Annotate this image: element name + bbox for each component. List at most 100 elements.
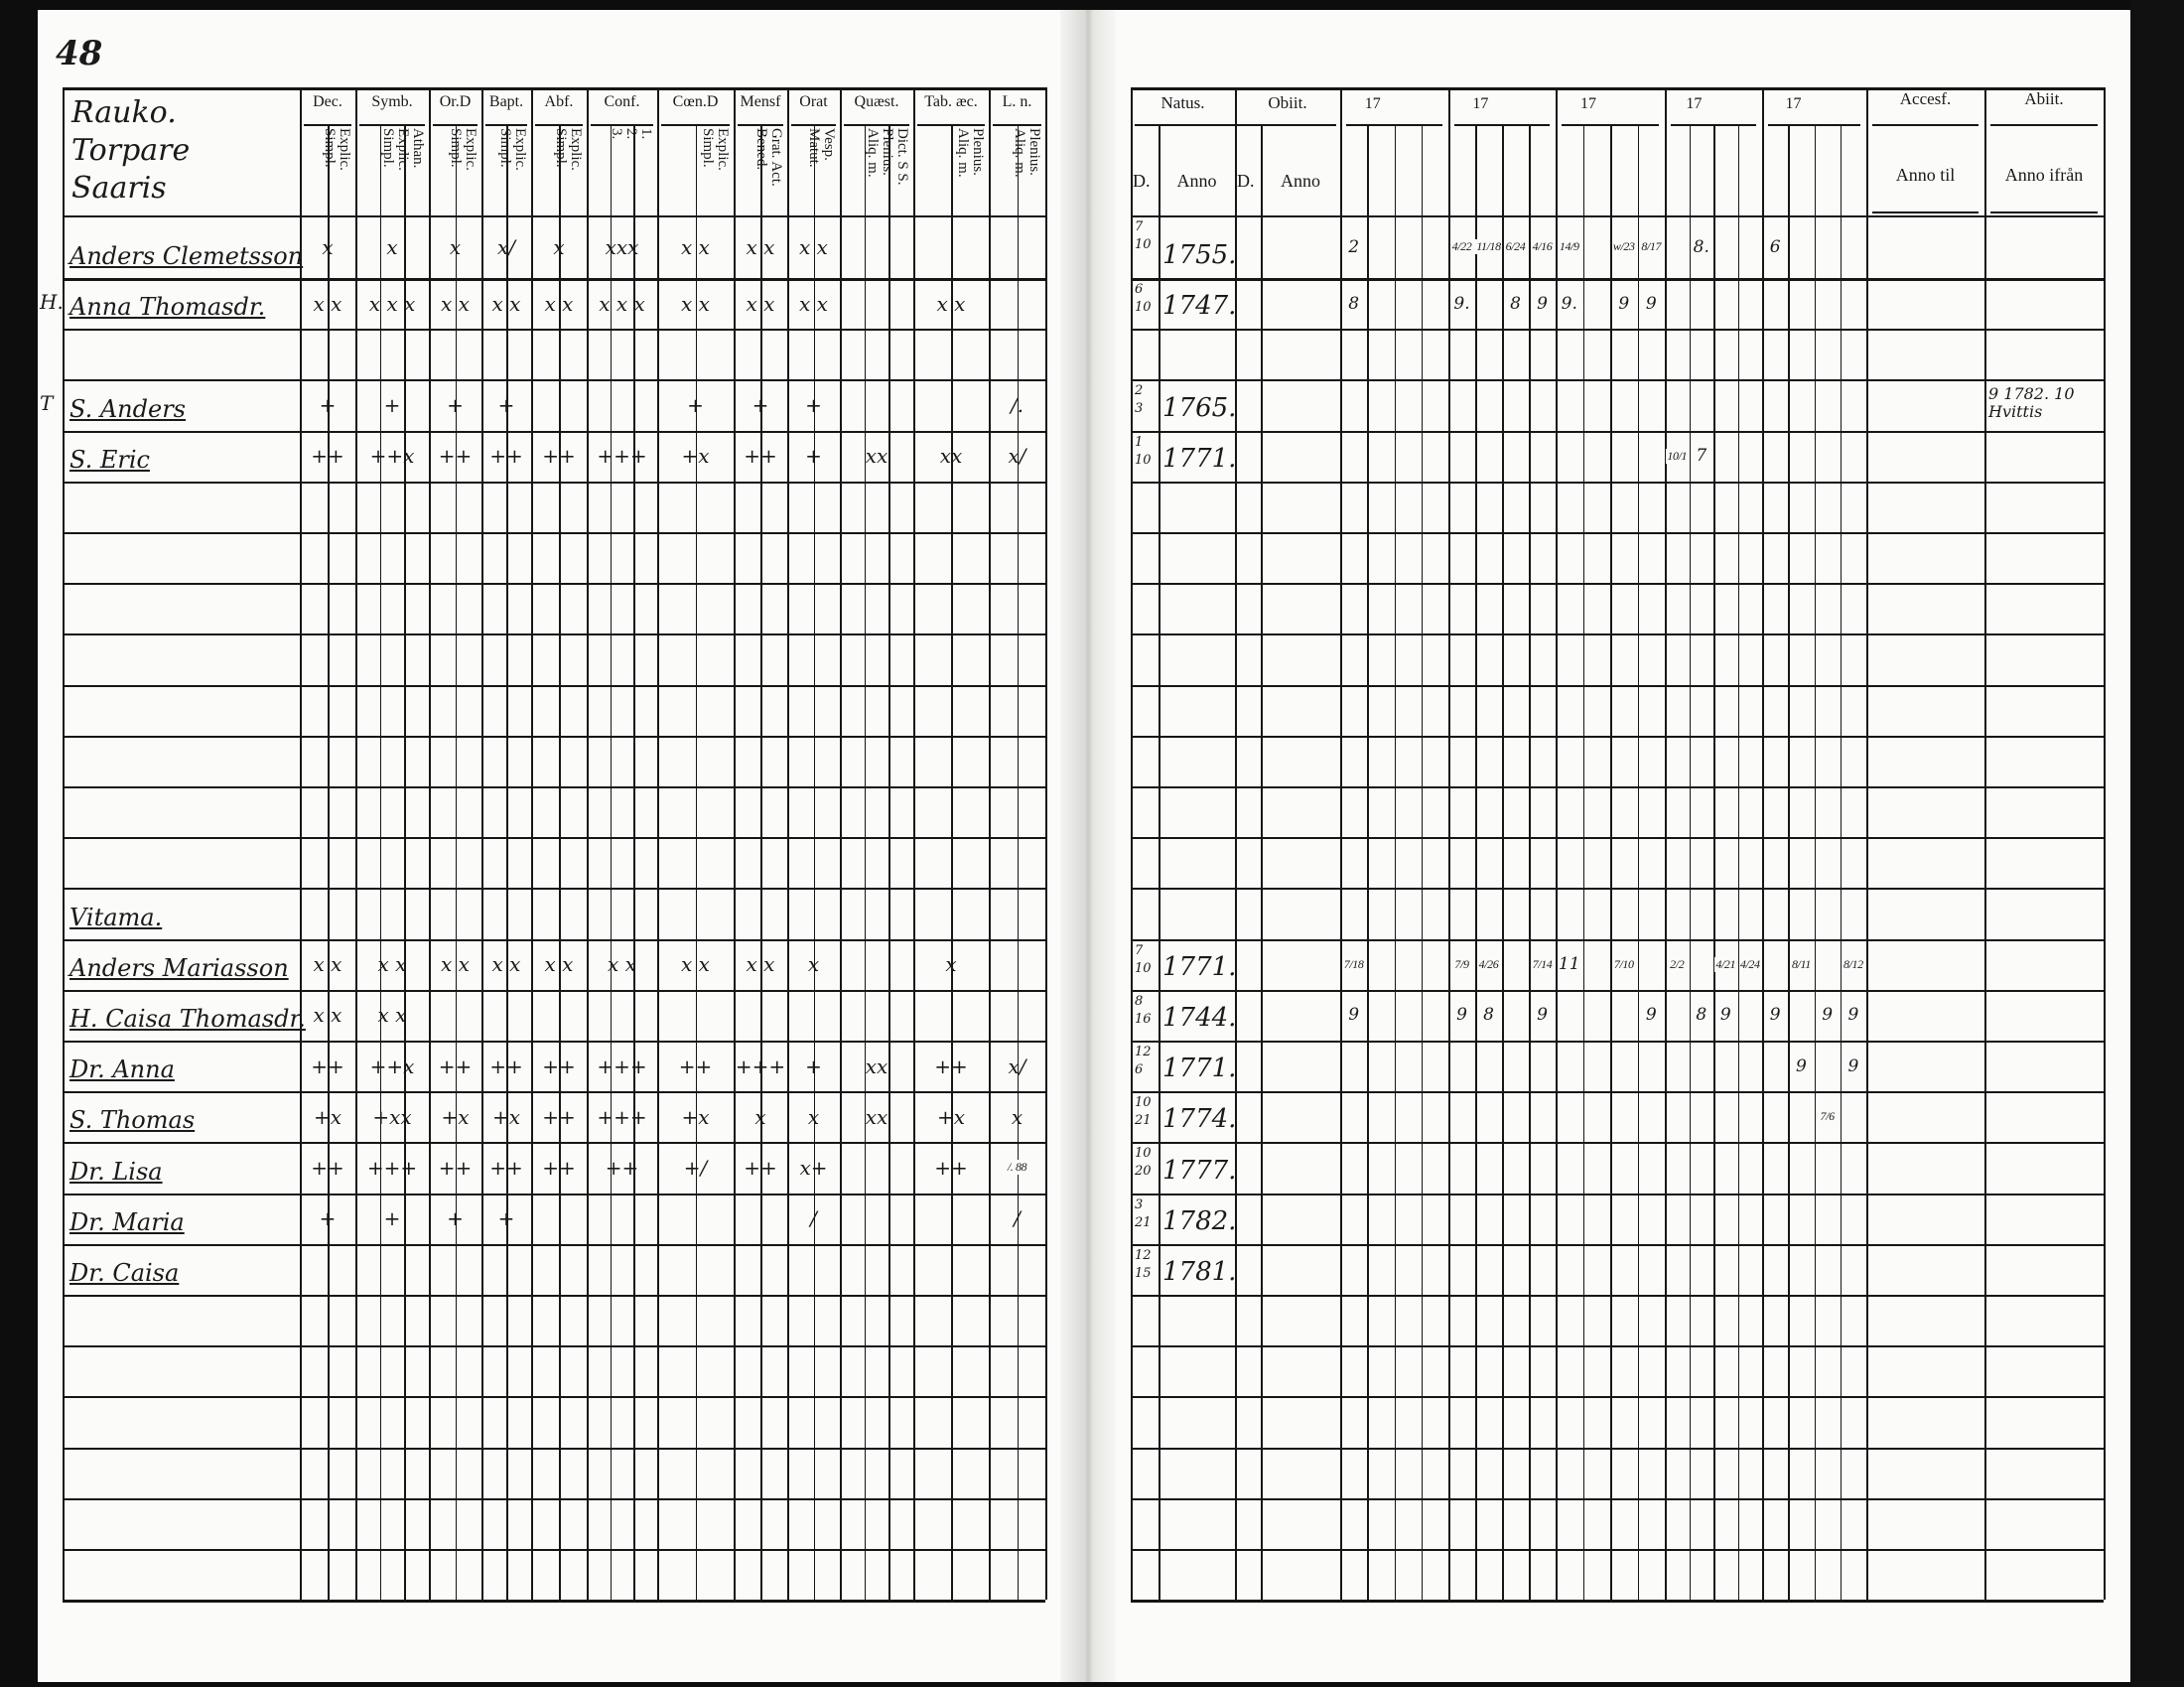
abiit-header: Abiit.	[2024, 89, 2064, 108]
exam-date: 7/18	[1340, 939, 1367, 990]
rule-line	[844, 124, 909, 126]
rule-line	[63, 938, 1045, 941]
column-line	[913, 87, 915, 1601]
exam-mark: ++	[734, 1142, 787, 1193]
exam-date: 9	[1529, 278, 1556, 329]
column-line	[429, 87, 431, 1601]
exam-date: 9	[1841, 990, 1866, 1041]
exam-date-text: 8	[1348, 293, 1360, 314]
exam-mark-text: x/	[1008, 444, 1026, 469]
exam-mark: xx	[840, 431, 913, 482]
exam-mark-text: x x	[441, 952, 470, 977]
person-name: S. Thomas	[69, 1106, 196, 1135]
column-subheader-line: Simpl.	[700, 128, 716, 168]
exam-mark: x x	[300, 278, 355, 329]
exam-date-text: 4/16	[1531, 239, 1554, 254]
exam-mark-text: x x	[491, 952, 521, 977]
exam-mark-text: x	[386, 234, 398, 259]
exam-date: 9	[1762, 990, 1788, 1041]
exam-mark: ++	[429, 431, 481, 482]
rule-line	[1131, 633, 2104, 636]
person-name: H. Caisa Thomasdr.	[69, 1005, 306, 1033]
exam-mark: x+	[787, 1142, 840, 1193]
exam-mark: ++x	[355, 431, 429, 482]
exam-mark: x x	[657, 215, 734, 278]
rule-line	[1131, 837, 2104, 840]
column-subheader-line: Simpl.	[448, 128, 464, 168]
exam-date: 4/24	[1738, 939, 1763, 990]
exam-mark-text: x	[1011, 1104, 1024, 1129]
rule-line	[1131, 87, 2104, 90]
page-title-line: Rauko.	[71, 95, 177, 130]
exam-mark-text: x	[807, 952, 820, 977]
exam-mark-text: +	[687, 392, 704, 417]
person-name: S. Anders	[69, 394, 186, 423]
book-gutter	[1060, 10, 1116, 1682]
rule-line	[63, 278, 1045, 281]
exam-mark-text: +x	[313, 1104, 342, 1129]
exam-date: 4/26	[1475, 939, 1502, 990]
exam-date: 4/16	[1529, 215, 1556, 278]
column-line	[355, 87, 357, 1601]
column-line	[1582, 124, 1584, 1601]
exam-date: 9	[1529, 990, 1556, 1041]
column-line	[1367, 124, 1369, 1601]
exam-mark: x	[531, 215, 587, 278]
exam-date: 4/22	[1448, 215, 1475, 278]
exam-mark: x x	[531, 939, 587, 990]
birth-year: 1755.	[1162, 240, 1237, 270]
exam-date-text: 6	[1769, 236, 1781, 257]
exam-mark: /	[787, 1194, 840, 1244]
exam-mark-text: +	[805, 392, 822, 417]
exam-mark-text: x	[807, 1104, 820, 1129]
column-line	[1984, 87, 1986, 1601]
rule-line	[1135, 124, 1336, 126]
exam-mark: +x	[657, 1091, 734, 1142]
exam-mark-text: x/	[1008, 1054, 1026, 1078]
column-line	[1689, 124, 1691, 1601]
birth-month: 20	[1135, 1164, 1152, 1180]
exam-mark: x	[300, 215, 355, 278]
birth-month: 10	[1135, 237, 1152, 252]
exam-mark: ++	[531, 1142, 587, 1193]
exam-mark-text: +x	[681, 444, 710, 469]
exam-mark-text: +	[805, 444, 822, 469]
column-group-header: Orat	[799, 93, 828, 110]
exam-mark: x x	[734, 215, 787, 278]
exam-mark-text: ++	[438, 1054, 473, 1078]
exam-mark-text: ++	[605, 1155, 639, 1180]
exam-mark: +	[787, 431, 840, 482]
exam-date-text: 8	[1483, 1005, 1494, 1026]
rule-line	[1131, 938, 2104, 941]
exam-date: 9	[1638, 278, 1666, 329]
exam-date: 9.	[1556, 278, 1583, 329]
exam-mark-text: x x	[377, 952, 407, 977]
column-line	[404, 124, 406, 1601]
column-line	[1737, 124, 1739, 1601]
exam-mark-text: +	[447, 392, 464, 417]
rule-line	[63, 1295, 1045, 1297]
exam-mark-text: +x	[491, 1104, 521, 1129]
exam-mark-text: +	[805, 1054, 822, 1078]
exam-date-text: 7/9	[1453, 956, 1470, 972]
rule-line	[63, 989, 1045, 992]
exam-mark: +x	[481, 1091, 531, 1142]
column-subheader-line: Simpl.	[322, 128, 338, 168]
exam-mark: x x	[429, 278, 481, 329]
column-subheader: Explic. Simpl.	[304, 128, 352, 213]
column-group-header: Conf.	[604, 93, 640, 110]
exam-date: 2	[1340, 215, 1367, 278]
exam-mark-text: +	[751, 392, 769, 417]
exam-mark: ++	[913, 1142, 989, 1193]
rule-line	[1131, 1549, 2104, 1551]
birth-year: 1777.	[1162, 1155, 1237, 1186]
exam-mark-text: x	[553, 234, 565, 259]
exam-mark-text: x x	[313, 1003, 342, 1028]
moved-out-entry: 9 1782. 10 Hvittis	[1988, 384, 2075, 422]
column-line	[1340, 87, 1342, 1601]
exam-mark-text: +	[319, 392, 337, 417]
exam-date: 8	[1475, 990, 1502, 1041]
accessit-header: Accesf.	[1899, 89, 1952, 108]
exam-mark: +++	[355, 1142, 429, 1193]
exam-date: 9	[1448, 990, 1475, 1041]
